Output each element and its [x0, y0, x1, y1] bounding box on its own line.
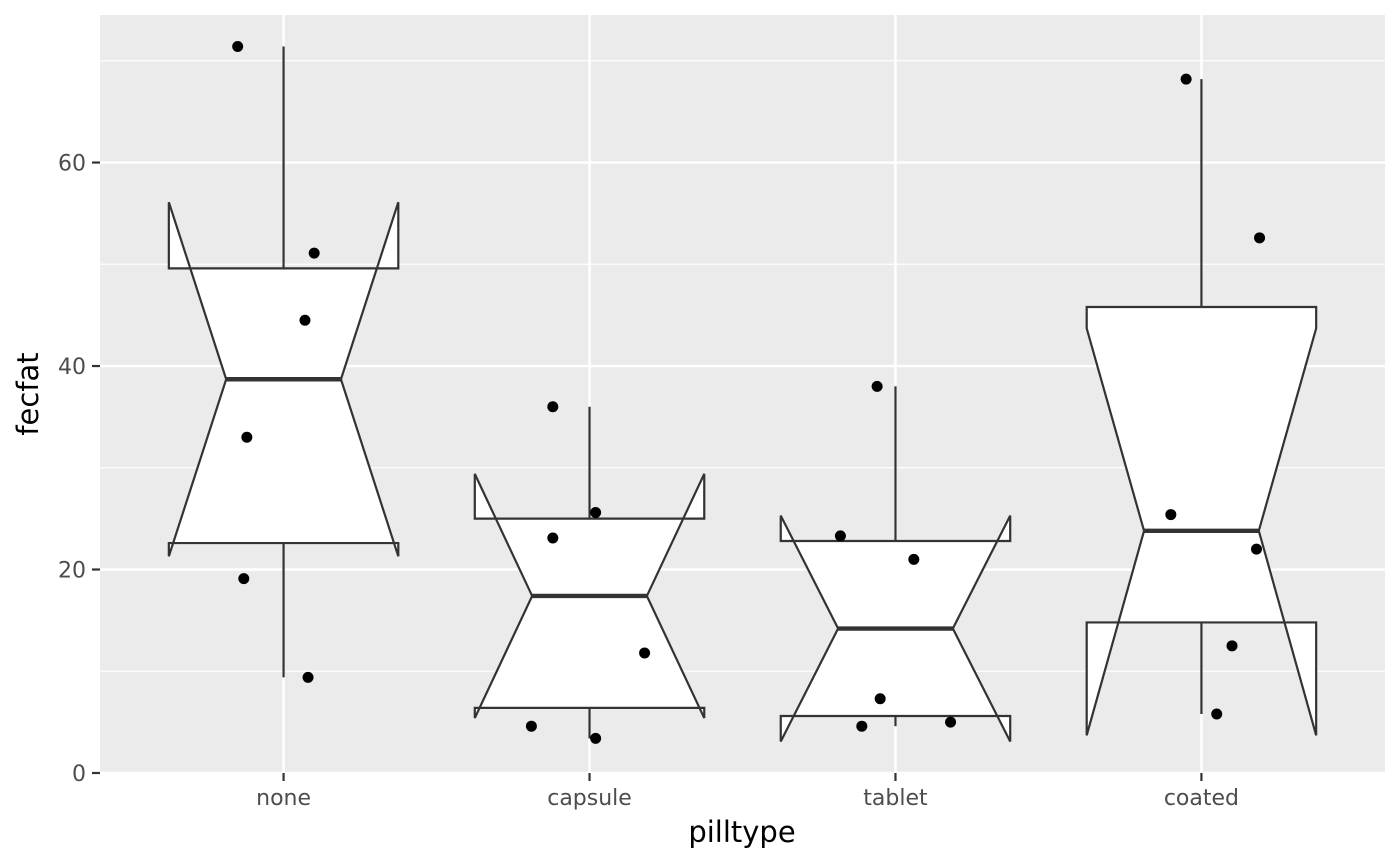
x-tick-label: tablet [863, 786, 928, 811]
data-point [945, 716, 957, 728]
y-tick-label: 60 [58, 152, 86, 177]
data-point [590, 507, 602, 519]
x-tick-label: coated [1164, 786, 1239, 811]
x-axis: none capsule tablet coated [256, 773, 1239, 811]
data-point [908, 553, 920, 565]
data-point [856, 720, 868, 732]
notched-box [1085, 305, 1318, 736]
data-point [525, 720, 537, 732]
data-point [1180, 73, 1192, 85]
data-point [302, 671, 314, 683]
data-point [308, 247, 320, 259]
box-tablet [779, 386, 1012, 742]
y-tick-label: 40 [58, 355, 86, 380]
data-point [547, 401, 559, 413]
data-point [232, 41, 244, 53]
y-tick-label: 20 [58, 559, 86, 584]
x-axis-title: pilltype [688, 815, 795, 849]
data-point [241, 431, 253, 443]
data-point [1165, 509, 1177, 521]
y-axis-title: fecfat [11, 352, 45, 435]
box-none [167, 46, 400, 678]
data-point [639, 647, 651, 659]
data-point [1211, 708, 1223, 720]
x-tick-label: capsule [547, 786, 632, 811]
data-point [547, 532, 559, 544]
data-point [1226, 640, 1238, 652]
data-point [834, 530, 846, 542]
data-point [1251, 543, 1262, 555]
data-point [590, 732, 602, 744]
y-tick-label: 0 [72, 762, 86, 787]
data-point [871, 380, 883, 392]
box-coated [1085, 79, 1318, 736]
data-point [299, 314, 311, 326]
data-point [238, 573, 250, 585]
points-layer [232, 41, 1266, 744]
y-axis: 0 20 40 60 [58, 152, 100, 787]
data-point [874, 693, 886, 705]
data-point [1254, 232, 1266, 244]
x-tick-label: none [256, 786, 311, 811]
